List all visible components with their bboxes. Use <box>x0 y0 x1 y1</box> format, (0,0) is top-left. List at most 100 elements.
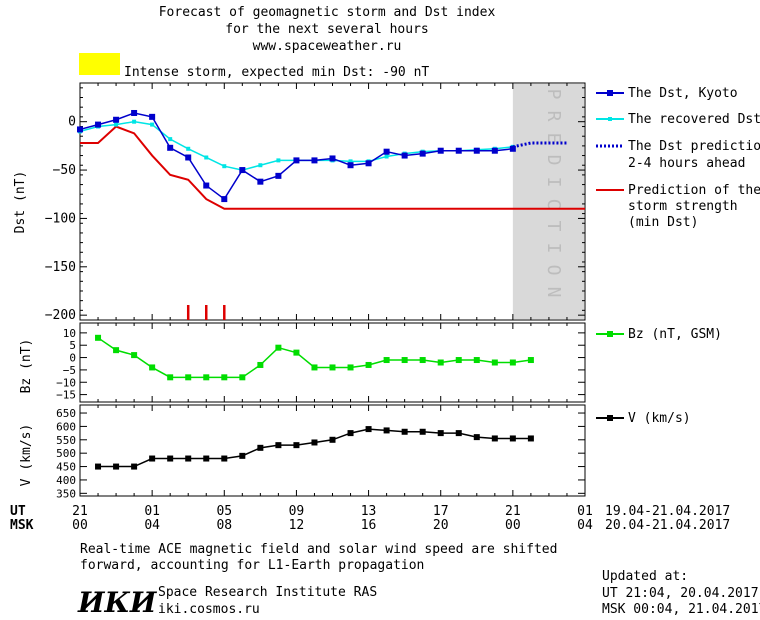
dst-kyoto-line <box>79 112 513 201</box>
v-point <box>167 455 174 462</box>
dst-kyoto-point <box>293 157 300 164</box>
title-line-2: for the next several hours <box>225 22 429 37</box>
v-point <box>329 436 336 443</box>
recovered-dst-point <box>204 155 209 160</box>
bz-point <box>329 364 336 371</box>
v-axis-label: V (km/s) <box>19 424 34 487</box>
bz-point <box>185 374 192 381</box>
y-tick-label: −50 <box>53 163 76 178</box>
msk-tick-label: 12 <box>289 518 305 533</box>
bz-point <box>455 357 462 364</box>
prediction-letter: T <box>543 221 564 234</box>
dst-panel-frame <box>79 82 586 321</box>
bz-point <box>437 359 444 366</box>
y-tick-label: −10 <box>56 376 76 389</box>
v-point <box>455 430 462 437</box>
v-point <box>293 442 300 449</box>
alert-text: Intense storm, expected min Dst: -90 nT <box>124 65 429 80</box>
prediction-letter: N <box>543 287 564 300</box>
prediction-letter: D <box>543 155 564 168</box>
y-tick-label: 400 <box>56 474 76 487</box>
legend-bz-label: Bz (nT, GSM) <box>628 327 722 342</box>
ut-axis-label: UT <box>10 504 26 519</box>
y-tick-label: −15 <box>56 389 76 402</box>
y-tick-label: 350 <box>56 487 76 500</box>
recovered-dst-point <box>150 122 155 127</box>
dst-kyoto-point <box>455 147 462 154</box>
legend-recovered-marker <box>608 117 612 121</box>
msk-tick-label: 04 <box>144 518 160 533</box>
dst-kyoto-point <box>203 182 210 189</box>
updated-ut: UT 21:04, 20.04.2017 <box>602 586 759 601</box>
legend-strength-label-3: (min Dst) <box>628 215 698 230</box>
legend-recovered-label: The recovered Dst <box>628 112 760 127</box>
y-tick-label: 0 <box>68 115 76 130</box>
bz-point <box>131 352 138 359</box>
v-point <box>491 435 498 442</box>
updated-msk: MSK 00:04, 21.04.2017 <box>602 602 760 617</box>
updated-label: Updated at: <box>602 569 688 584</box>
dst-kyoto-point <box>185 154 192 161</box>
msk-tick-label: 00 <box>72 518 88 533</box>
msk-axis-label: MSK <box>10 518 34 533</box>
prediction-letter: I <box>543 243 564 256</box>
dst-kyoto-point <box>221 196 228 203</box>
ut-tick-label: 13 <box>361 504 377 519</box>
bz-point <box>149 364 156 371</box>
ut-tick-label: 17 <box>433 504 449 519</box>
bz-point <box>473 357 480 364</box>
dst-kyoto-point <box>329 155 336 162</box>
msk-tick-label: 04 <box>577 518 593 533</box>
dst-kyoto-point <box>383 148 390 155</box>
y-tick-label: −100 <box>45 211 76 226</box>
y-tick-label: 5 <box>69 339 76 352</box>
dst-kyoto-point <box>437 147 444 154</box>
institute-name: Space Research Institute RAS <box>158 585 377 600</box>
v-point <box>203 455 210 462</box>
alert-swatch <box>79 53 120 75</box>
bz-point <box>347 364 354 371</box>
legend-prediction-label-1: The Dst prediction <box>628 139 760 154</box>
ut-date-range: 19.04-21.04.2017 <box>605 504 730 519</box>
v-point <box>113 463 120 470</box>
bz-point <box>365 361 372 368</box>
dst-kyoto-point <box>473 147 480 154</box>
ut-tick-label: 21 <box>72 504 88 519</box>
v-point <box>275 442 282 449</box>
recovered-dst-point <box>168 137 173 142</box>
storm-strength-line <box>80 125 585 210</box>
prediction-letter: P <box>543 89 564 102</box>
bz-point <box>509 359 516 366</box>
dst-kyoto-point <box>401 152 408 159</box>
ut-tick-label: 05 <box>216 504 232 519</box>
bz-axis-label: Bz (nT) <box>19 339 34 394</box>
institute-site[interactable]: iki.cosmos.ru <box>158 602 260 617</box>
v-point <box>473 434 480 441</box>
bz-point <box>257 361 264 368</box>
dst-kyoto-point <box>491 147 498 154</box>
prediction-letter: O <box>543 265 564 278</box>
v-point <box>437 430 444 437</box>
y-tick-label: 550 <box>56 434 76 447</box>
dst-prediction-line <box>512 141 567 149</box>
bz-point <box>167 374 174 381</box>
ut-tick-label: 09 <box>289 504 305 519</box>
y-tick-label: 450 <box>56 461 76 474</box>
legend-v-marker <box>607 415 613 421</box>
bz-point <box>383 357 390 364</box>
legend-prediction-label-2: 2-4 hours ahead <box>628 156 745 171</box>
bz-point <box>95 334 102 341</box>
footer-note-line-1: Real-time ACE magnetic field and solar w… <box>80 542 557 557</box>
bz-point <box>113 347 120 354</box>
bz-point <box>239 374 246 381</box>
dst-kyoto-point <box>167 144 174 151</box>
recovered-dst-point <box>384 154 389 159</box>
v-point <box>257 444 264 451</box>
recovered-dst-point <box>276 158 281 163</box>
y-tick-label: −200 <box>45 308 76 323</box>
v-point <box>383 427 390 434</box>
recovered-dst-point <box>186 146 191 151</box>
dst-kyoto-point <box>275 172 282 179</box>
dst-kyoto-point <box>113 116 120 123</box>
